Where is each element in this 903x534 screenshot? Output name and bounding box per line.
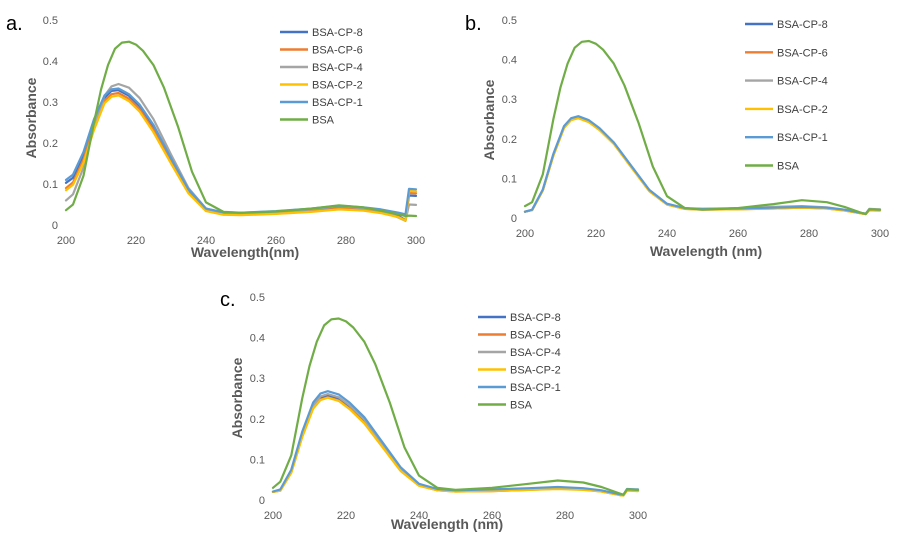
y-tick-label: 0.1: [250, 454, 265, 466]
series-line-bsa-cp-8: [271, 394, 640, 497]
legend-label: BSA: [510, 400, 533, 412]
legend-label: BSA: [777, 161, 800, 173]
x-tick-label: 300: [871, 228, 889, 240]
y-tick-label: 0.5: [502, 15, 517, 27]
series-line-bsa-cp-1: [64, 87, 418, 216]
series-line-bsa-cp-4: [271, 392, 640, 497]
chart-panel-3: c. 0 0.1 0.2 0.3 0.4 0.5 200 220 240 260 280 300 Abso…: [220, 289, 647, 532]
legend-label: BSA-CP-4: [777, 76, 828, 88]
legend-label: BSA-CP-1: [510, 382, 561, 394]
series-line-bsa-cp-2: [64, 94, 418, 222]
chart-panel-1: a. 0 0.1 0.2 0.3 0.4 0.5 200 220 240 260 280 300 Abso…: [6, 13, 425, 260]
legend-label: BSA-CP-6: [510, 330, 561, 342]
y-tick-label: 0.5: [43, 15, 58, 27]
x-axis-title: Wavelength (nm): [391, 516, 503, 532]
series-line-bsa-cp-6: [271, 396, 640, 497]
x-tick-label: 280: [556, 510, 574, 522]
legend-label: BSA-CP-6: [777, 47, 828, 59]
x-tick-label: 240: [658, 228, 676, 240]
y-axis-title: Absorbance: [481, 79, 497, 160]
legend-label: BSA-CP-4: [510, 347, 561, 359]
legend-label: BSA-CP-1: [312, 97, 363, 109]
legend-label: BSA-CP-2: [510, 365, 561, 377]
x-axis-title: Wavelength (nm): [650, 243, 762, 259]
series-line-bsa: [271, 317, 640, 496]
y-tick-label: 0.4: [502, 55, 517, 67]
x-tick-label: 280: [800, 228, 818, 240]
series-line-bsa: [64, 40, 418, 218]
y-tick-label: 0: [259, 495, 265, 507]
panel-letter: c.: [220, 289, 236, 311]
x-tick-label: 220: [337, 510, 355, 522]
y-tick-label: 0.5: [250, 292, 265, 304]
x-tick-label: 200: [264, 510, 282, 522]
y-axis-title: Absorbance: [23, 77, 39, 158]
y-tick-label: 0.2: [250, 414, 265, 426]
series-line-bsa-cp-6: [64, 91, 418, 222]
y-tick-label: 0.3: [502, 94, 517, 106]
y-tick-label: 0.1: [502, 173, 517, 185]
legend-label: BSA-CP-2: [777, 104, 828, 116]
legend-label: BSA-CP-1: [777, 132, 828, 144]
series-line-bsa-cp-1: [523, 115, 882, 215]
y-tick-label: 0.3: [43, 97, 58, 109]
y-tick-label: 0.1: [43, 179, 58, 191]
y-tick-label: 0: [52, 220, 58, 232]
x-tick-label: 260: [729, 228, 747, 240]
y-axis-title: Absorbance: [229, 357, 245, 438]
series-line-bsa-cp-8: [64, 89, 418, 222]
x-tick-label: 300: [407, 235, 425, 247]
x-tick-label: 220: [127, 235, 145, 247]
panel-letter: b.: [465, 13, 482, 35]
x-tick-label: 280: [337, 235, 355, 247]
series-line-bsa-cp-4: [64, 82, 418, 222]
legend-label: BSA-CP-2: [312, 80, 363, 92]
legend-label: BSA-CP-8: [777, 19, 828, 31]
x-axis-title: Wavelength(nm): [191, 244, 299, 260]
panel-letter: a.: [6, 13, 23, 35]
y-tick-label: 0.2: [502, 134, 517, 146]
y-tick-label: 0: [511, 213, 517, 225]
x-tick-label: 260: [483, 510, 501, 522]
x-tick-label: 200: [516, 228, 534, 240]
x-tick-label: 260: [267, 235, 285, 247]
legend-label: BSA-CP-8: [510, 312, 561, 324]
y-tick-label: 0.4: [43, 56, 58, 68]
x-tick-label: 300: [629, 510, 647, 522]
x-tick-label: 220: [587, 228, 605, 240]
y-tick-label: 0.3: [250, 373, 265, 385]
series-line-bsa: [523, 39, 882, 216]
legend-label: BSA: [312, 115, 335, 127]
legend-label: BSA-CP-8: [312, 27, 363, 39]
x-tick-label: 240: [410, 510, 428, 522]
legend-label: BSA-CP-4: [312, 62, 363, 74]
series-line-bsa-cp-2: [271, 396, 640, 497]
y-tick-label: 0.2: [43, 138, 58, 150]
legend-label: BSA-CP-6: [312, 45, 363, 57]
x-tick-label: 200: [57, 235, 75, 247]
x-tick-label: 240: [197, 235, 215, 247]
series-line-bsa-cp-1: [271, 390, 640, 496]
chart-panel-2: b. 0 0.1 0.2 0.3 0.4 0.5 200 220 240 260 280 300 Abso…: [465, 13, 889, 259]
y-tick-label: 0.4: [250, 333, 265, 345]
